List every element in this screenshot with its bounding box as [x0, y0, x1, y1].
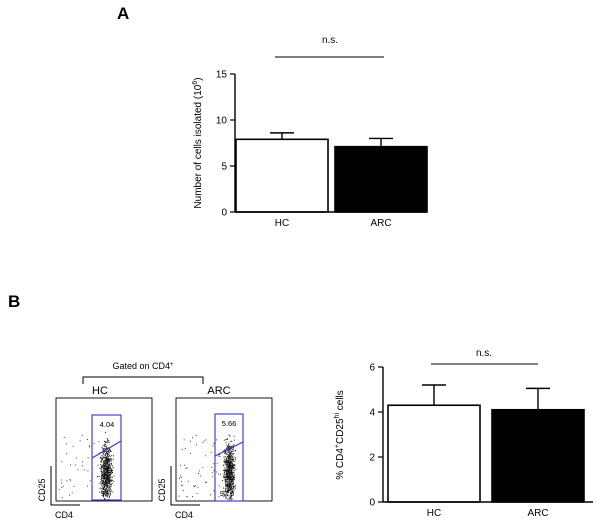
- flow-plot-hc-axes: [50, 466, 80, 506]
- flow-plot-arc-gate-divider: [214, 441, 244, 457]
- flow-plot-arc-gate: [214, 413, 244, 502]
- chart-a-bar-arc: [334, 145, 428, 213]
- chart-a-y-label: Number of cells isolated (106): [192, 77, 204, 208]
- flow-plot-arc-axes: [170, 466, 200, 506]
- flow-plot-arc: 5.66 92.8 CD25 CD4: [157, 397, 273, 520]
- chart-b: 0 2 4 6 HC ARC % CD4+CD25hi cells n.s.: [334, 348, 593, 519]
- flow-plot-arc-y-axis-label: CD25: [157, 478, 167, 501]
- flow-plot-arc-events: [178, 434, 237, 501]
- flow-events: [178, 434, 237, 501]
- chart-a-significance-label: n.s.: [322, 35, 338, 46]
- chart-a-category-hc: HC: [275, 218, 289, 229]
- chart-b-bar-arc: [491, 408, 585, 503]
- chart-b-significance-label: n.s.: [476, 348, 492, 359]
- gate-bracket: [82, 376, 204, 384]
- flow-plot-hc-gate-divider: [91, 440, 122, 459]
- panel-a-letter: A: [117, 4, 129, 23]
- flow-plot-hc-events: [58, 431, 115, 501]
- chart-a-y-tick-label: 15: [216, 70, 228, 81]
- flow-plot-hc-bottom-pct: 94: [101, 489, 109, 498]
- chart-b-y-label: % CD4+CD25hi cells: [334, 390, 346, 480]
- flow-plot-hc: 4.04 94 CD25 CD4: [37, 397, 153, 520]
- gate-label: Gated on CD4+: [112, 361, 174, 371]
- chart-a-y-tick-label: 0: [221, 208, 227, 219]
- chart-a-bar-hc: [235, 138, 329, 213]
- flow-plot-hc-x-axis-label: CD4: [55, 510, 73, 520]
- chart-b-category-arc: ARC: [527, 508, 548, 519]
- flow-events: [58, 431, 115, 501]
- flow-plot-hc-y-axis-label: CD25: [37, 478, 47, 501]
- chart-a-category-arc: ARC: [370, 218, 391, 229]
- flow-plot-hc-top-pct: 4.04: [100, 420, 115, 429]
- chart-a-y-tick-label: 10: [216, 116, 228, 127]
- panel-b-letter: B: [8, 292, 20, 311]
- flow-plot-arc-x-axis-label: CD4: [175, 510, 193, 520]
- chart-a: 0 5 10 15 HC ARC Number of cells isolated (…: [192, 35, 428, 229]
- chart-a-y-tick-label: 5: [221, 162, 227, 173]
- chart-b-y-tick-label: 2: [369, 453, 375, 464]
- chart-b-bar-hc: [387, 404, 481, 503]
- flow-hc-label: HC: [92, 385, 108, 397]
- flow-plot-arc-frame: [175, 397, 273, 502]
- chart-b-y-tick-label: 6: [369, 363, 375, 374]
- chart-b-y-tick-label: 4: [369, 408, 375, 419]
- chart-b-y-tick-label: 0: [369, 498, 375, 509]
- flow-arc-label: ARC: [207, 385, 230, 397]
- chart-b-category-hc: HC: [427, 508, 441, 519]
- flow-plot-arc-top-pct: 5.66: [222, 419, 237, 428]
- flow-plot-arc-bottom-pct: 92.8: [220, 489, 235, 498]
